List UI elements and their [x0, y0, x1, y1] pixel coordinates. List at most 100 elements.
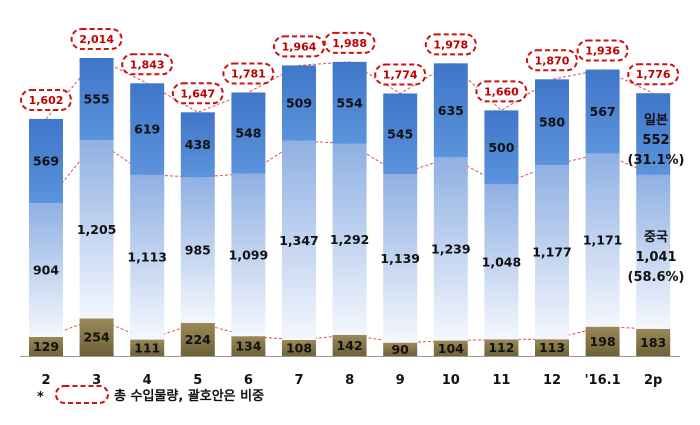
- x-tick-label: 12: [543, 373, 561, 388]
- total-badge: [526, 49, 578, 72]
- total-badge: [374, 63, 427, 86]
- x-tick-label: 7: [294, 373, 303, 388]
- bar-segment-middle: [535, 165, 569, 340]
- data-label-bottom: 111: [134, 340, 160, 355]
- total-badge: [323, 31, 376, 54]
- data-label-bottom: 224: [185, 332, 211, 347]
- x-tick-label: 5: [193, 373, 202, 388]
- data-label-top: 580: [539, 115, 565, 130]
- total-label: 1,660: [484, 85, 519, 98]
- total-label: 1,964: [282, 40, 317, 53]
- bar-segment-top: [180, 112, 215, 178]
- total-label: 1,988: [332, 37, 367, 50]
- x-tick-label: 3: [92, 373, 101, 388]
- data-label-top: 619: [134, 122, 160, 137]
- data-label-top: 509: [286, 96, 312, 111]
- data-label-middle: 1,048: [482, 254, 522, 269]
- bar-segment-bottom: [79, 318, 114, 356]
- bar-segment-bottom: [535, 339, 569, 356]
- data-label-bottom: 108: [286, 341, 312, 356]
- data-label-bottom: 112: [488, 340, 514, 355]
- data-label-bottom: 142: [337, 338, 363, 353]
- data-label-middle: 1,205: [77, 222, 117, 237]
- total-label: 1,843: [130, 58, 165, 71]
- total-badge: [171, 82, 224, 105]
- bar-segment-top: [332, 61, 367, 144]
- bar-segment-bottom: [585, 326, 620, 356]
- data-label-bottom: 90: [391, 342, 409, 357]
- x-tick-label: 4: [143, 373, 152, 388]
- data-label-top: 555: [84, 92, 110, 107]
- x-tick-label: 8: [345, 373, 354, 388]
- total-label: 1,647: [180, 87, 215, 100]
- total-label: 1,936: [585, 45, 620, 58]
- data-label-middle: 904: [33, 263, 59, 278]
- bar-segment-top: [433, 63, 468, 158]
- data-label-top: 635: [438, 103, 464, 118]
- total-label: 1,978: [433, 38, 468, 51]
- total-badge: [20, 88, 72, 111]
- data-label-top: 500: [488, 140, 514, 155]
- bar-segment-top: [130, 83, 165, 175]
- data-label-top: 554: [337, 95, 363, 110]
- bar-segment-bottom: [29, 336, 63, 356]
- bar-segment-bottom: [231, 336, 266, 356]
- bar-segment-top: [535, 79, 569, 166]
- data-label-middle: 1,347: [279, 233, 319, 248]
- data-label-top: 567: [590, 104, 616, 119]
- data-label-bottom: 134: [235, 339, 261, 354]
- x-axis: 2 3 4 5 6 7 8 9 10 11 12 '16.1 2p: [20, 356, 680, 388]
- note-china-value: 1,041: [635, 250, 676, 265]
- bar-segment-middle: [585, 153, 620, 327]
- data-label-middle: 1,239: [431, 241, 471, 256]
- total-badges: 1,602 2,014 1,843 1,647 1,781 1,964 1,988 1,774…: [20, 28, 680, 111]
- bar-segment-middle: [332, 143, 367, 335]
- total-label: 1,602: [29, 94, 64, 107]
- total-label: 2,014: [79, 33, 114, 46]
- x-tick-label: 9: [396, 373, 405, 388]
- legend-total-swatch: [55, 385, 109, 404]
- legend-marker: *: [37, 390, 44, 405]
- x-tick-label: 2p: [644, 373, 662, 388]
- total-badge: [121, 53, 174, 76]
- bar-segment-middle: [180, 177, 215, 323]
- bar-segment-bottom: [433, 340, 468, 356]
- bar-segment-top: [231, 92, 266, 174]
- data-label-bottom: 129: [33, 339, 59, 354]
- total-badge: [273, 35, 325, 58]
- bar-segment-top: [282, 65, 316, 141]
- bar-segment-bottom: [180, 322, 215, 356]
- total-label: 1,870: [535, 54, 570, 67]
- x-tick-label: '16.1: [585, 373, 621, 388]
- x-tick-label: 2: [41, 373, 50, 388]
- note-japan-share: (31.1%): [628, 153, 685, 168]
- data-label-bottom: 198: [590, 334, 616, 349]
- bar-segment-top: [636, 93, 671, 175]
- data-label-top: 569: [33, 154, 59, 169]
- data-label-middle: 1,177: [532, 245, 572, 260]
- data-label-middle: 985: [185, 242, 211, 257]
- bars: [29, 58, 671, 356]
- bar-segment-middle: [29, 203, 63, 337]
- total-label: 1,781: [231, 67, 266, 80]
- bar-segment-bottom: [130, 339, 165, 356]
- bar-segment-top: [484, 110, 519, 185]
- total-badge: [627, 63, 680, 86]
- x-tick-label: 10: [442, 373, 460, 388]
- x-tick-label: 6: [244, 373, 253, 388]
- bar-segment-top: [383, 93, 418, 175]
- data-label-top: 438: [185, 137, 211, 152]
- bar-segment-middle: [130, 174, 165, 340]
- bar-segment-bottom: [636, 328, 671, 356]
- total-badge: [576, 39, 629, 62]
- last-bar-notes: 일본 552 (31.1%) 중국 1,041 (58.6%): [628, 113, 685, 285]
- bar-segment-bottom: [484, 339, 519, 356]
- total-badge: [475, 80, 528, 103]
- data-label-middle: 1,139: [380, 251, 420, 266]
- note-japan-name: 일본: [644, 113, 668, 128]
- note-japan-value: 552: [642, 133, 669, 148]
- total-badge: [424, 33, 477, 56]
- bar-segment-top: [79, 58, 114, 141]
- bar-segment-middle: [433, 157, 468, 341]
